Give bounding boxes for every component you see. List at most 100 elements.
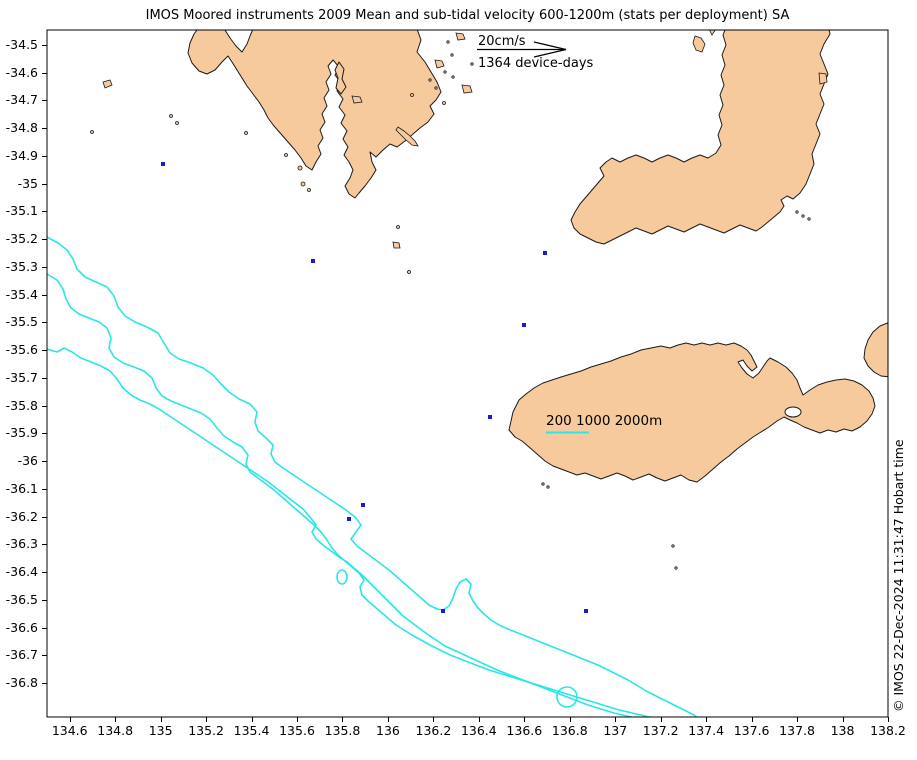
x-tick-label: 137.2: [642, 723, 679, 738]
x-tick-label: 135: [148, 723, 173, 738]
x-tick-mark: [478, 717, 480, 722]
land-right-fragment: [863, 322, 888, 378]
islets: [90, 30, 828, 570]
y-tick-mark: [42, 239, 47, 241]
x-tick-label: 136.8: [551, 723, 588, 738]
contour-loop-south: [556, 686, 578, 708]
x-tick-mark: [342, 717, 344, 722]
land-kangaroo-island: [508, 342, 876, 483]
contour-depths-label: 200 1000 2000m: [546, 413, 663, 429]
x-tick-mark: [160, 717, 162, 722]
y-tick-mark: [42, 45, 47, 46]
x-tick-label: 135.8: [324, 723, 361, 738]
instrument-marker: [542, 251, 547, 256]
x-tick-label: 137.6: [733, 723, 770, 738]
y-tick-label: -35.3: [5, 258, 38, 274]
y-tick-mark: [42, 544, 47, 546]
y-tick-mark: [42, 433, 47, 435]
y-tick-label: -34.7: [5, 92, 38, 108]
y-tick-label: -36.4: [5, 564, 38, 580]
y-tick-label: -35.4: [5, 286, 38, 302]
x-tick-mark: [842, 717, 844, 722]
x-tick-label: 135.4: [233, 723, 270, 738]
x-tick-mark: [115, 717, 117, 722]
x-tick-mark: [206, 717, 208, 722]
y-tick-mark: [42, 488, 47, 490]
y-tick-mark: [42, 627, 47, 629]
instrument-marker: [522, 323, 527, 328]
x-tick-label: 136: [376, 723, 400, 738]
y-tick-label: -34.6: [5, 64, 38, 80]
legend-device-days: 1364 device-days: [478, 56, 594, 71]
x-tick-mark: [888, 717, 889, 722]
instrument-marker: [360, 503, 365, 508]
contour-1000m: [47, 273, 653, 717]
land-yorke-peninsula: [570, 30, 831, 245]
x-tick-mark: [797, 717, 799, 722]
y-tick-label: -35.9: [5, 425, 38, 441]
y-tick-mark: [42, 211, 47, 213]
x-tick-label: 137.8: [779, 723, 815, 738]
instrument-marker: [160, 162, 165, 167]
y-tick-label: -35.6: [5, 342, 38, 358]
y-tick-mark: [42, 405, 47, 407]
y-tick-mark: [42, 683, 47, 685]
contour-loop-small: [336, 569, 348, 585]
bathymetry-contours: [47, 236, 698, 717]
y-tick-label: -36.1: [5, 480, 38, 496]
x-tick-label: 137: [603, 723, 628, 738]
y-tick-label: -36.8: [5, 675, 38, 691]
y-tick-label: -36.6: [5, 619, 38, 635]
x-tick-mark: [751, 717, 753, 722]
land-lagoon-islet: [784, 406, 802, 418]
y-tick-label: -35.5: [5, 314, 38, 330]
y-tick-mark: [42, 266, 47, 268]
x-tick-mark: [615, 717, 617, 722]
scale-arrow-icon: [477, 41, 567, 58]
y-tick-label: -34.5: [5, 37, 38, 52]
y-tick-mark: [42, 128, 47, 130]
y-tick-label: -35.7: [5, 369, 38, 385]
x-tick-mark: [297, 717, 299, 722]
x-tick-label: 134.8: [97, 723, 134, 738]
contour-200m: [47, 236, 698, 717]
y-tick-label: -35.2: [5, 231, 38, 247]
y-tick-label: -36: [17, 453, 38, 469]
land-eyre-peninsula: [187, 30, 442, 199]
legend-scale-label: 20cm/s: [478, 34, 526, 49]
y-tick-label: -36.2: [5, 508, 38, 524]
y-tick-label: -36.5: [5, 591, 38, 607]
y-tick-label: -35.8: [5, 397, 38, 413]
y-tick-label: -36.3: [5, 536, 38, 552]
x-tick-label: 136.2: [415, 723, 452, 738]
x-tick-mark: [69, 717, 71, 722]
y-tick-mark: [42, 100, 47, 102]
plot-title: IMOS Moored instruments 2009 Mean and su…: [145, 8, 790, 23]
instrument-marker: [347, 517, 352, 522]
y-tick-mark: [42, 655, 47, 657]
y-tick-label: -34.8: [5, 120, 38, 136]
land-boston-island: [334, 61, 347, 95]
y-tick-mark: [42, 322, 47, 324]
y-tick-mark: [42, 350, 47, 352]
y-tick-mark: [42, 516, 47, 518]
instrument-marker: [583, 608, 588, 613]
instrument-marker: [440, 608, 445, 613]
x-tick-mark: [251, 717, 253, 722]
y-tick-label: -36.7: [5, 647, 38, 663]
imos-timestamp-watermark: © IMOS 22-Dec-2024 11:31:47 Hobart time: [891, 439, 906, 712]
x-tick-mark: [433, 717, 435, 722]
x-tick-label: 136.6: [506, 723, 543, 738]
x-tick-mark: [387, 717, 389, 722]
y-tick-mark: [42, 155, 47, 157]
y-tick-label: -35.1: [5, 203, 38, 219]
x-tick-label: 138.2: [870, 723, 906, 738]
y-tick-mark: [42, 183, 47, 185]
x-tick-label: 134.6: [51, 723, 88, 738]
y-tick-mark: [42, 572, 47, 574]
y-tick-mark: [42, 377, 47, 379]
y-tick-mark: [42, 599, 47, 601]
x-tick-mark: [706, 717, 708, 722]
